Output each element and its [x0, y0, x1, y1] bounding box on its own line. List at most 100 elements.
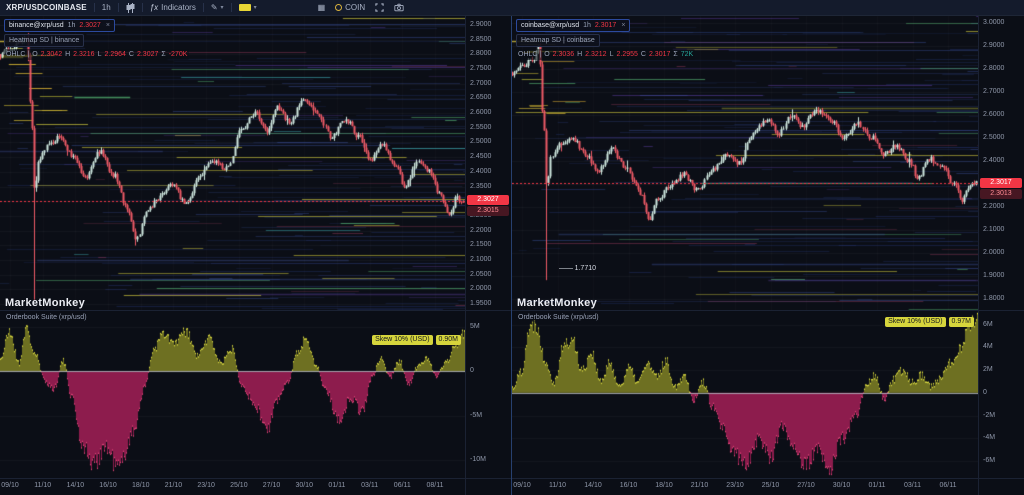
- ohlc-close-value: 2.3017: [648, 51, 671, 58]
- indicator-tick-label: -2M: [983, 411, 996, 419]
- interval-button[interactable]: 1h: [101, 2, 111, 12]
- price-chart-canvas[interactable]: [0, 16, 465, 310]
- time-tick-label: 14/10: [584, 482, 602, 489]
- ohlc-sum-key: Σ: [673, 51, 678, 58]
- ohlc-high-value: 2.3216: [73, 51, 95, 58]
- indicator-tick-label: 5M: [470, 322, 480, 330]
- time-tick-label: 11/10: [549, 482, 566, 489]
- heatmap-legend[interactable]: Heatmap SD | coinbase: [516, 34, 600, 47]
- chart-legend: coinbase@xrp/usd 1h 2.3017 × Heatmap SD …: [516, 19, 696, 60]
- series-title: binance@xrp/usd: [9, 22, 64, 29]
- indicator-title[interactable]: Orderbook Suite (xrp/usd): [516, 313, 601, 322]
- time-tick-label: 18/10: [132, 482, 150, 489]
- time-axis-corner: [465, 478, 511, 495]
- close-icon[interactable]: ×: [621, 22, 626, 29]
- layout-grid-button[interactable]: ▦: [317, 2, 326, 12]
- price-tick-label: 2.8500: [470, 35, 492, 43]
- heatmap-legend[interactable]: Heatmap SD | binance: [4, 34, 85, 47]
- orderbook-skew-canvas[interactable]: [512, 311, 978, 478]
- price-tick-label: 2.6500: [470, 94, 492, 102]
- fullscreen-button[interactable]: [375, 3, 384, 12]
- heatmap-legend-label: Heatmap SD | binance: [9, 37, 80, 44]
- price-axis[interactable]: 2.3017 2.3013 3.0000 2.9000 2.8000 2.7000 2.…: [978, 16, 1024, 310]
- coin-button[interactable]: COIN: [335, 0, 365, 16]
- ohlc-sum-key: Σ: [161, 51, 166, 58]
- price-tick-label: 2.7000: [983, 87, 1005, 95]
- indicator-tick-label: -4M: [983, 434, 996, 442]
- ohlc-low-value: 2.2964: [104, 51, 126, 58]
- time-tick-label: 01/11: [868, 482, 886, 489]
- series-tab[interactable]: binance@xrp/usd 1h 2.3027 ×: [4, 19, 115, 32]
- time-tick-label: 21/10: [164, 482, 183, 489]
- price-tick-label: 2.3500: [470, 182, 492, 190]
- time-tick-label: 30/10: [832, 482, 851, 489]
- price-annotation[interactable]: 1.7710: [558, 265, 596, 272]
- toolbar-right-group: ▦ COIN: [318, 0, 405, 16]
- time-axis[interactable]: 09/10 11/10 14/10 16/10 18/10 21/10 23/10 25/10…: [0, 478, 465, 495]
- indicator-title[interactable]: Orderbook Suite (xrp/usd): [4, 313, 89, 322]
- fullscreen-icon: [375, 3, 384, 12]
- time-tick-label: 25/10: [761, 482, 780, 489]
- chart-type-button[interactable]: [126, 2, 135, 13]
- symbol-button[interactable]: XRP/USDCOINBASE: [6, 2, 87, 12]
- candlestick-icon: [126, 2, 135, 13]
- color-swatch-icon: [238, 4, 251, 11]
- chart-workspace: binance@xrp/usd 1h 2.3027 × Heatmap SD |…: [0, 16, 1024, 495]
- draw-button[interactable]: ✎ ▾: [211, 0, 224, 16]
- price-tick-label: 2.5000: [983, 133, 1005, 141]
- chevron-down-icon: ▾: [253, 4, 257, 11]
- screenshot-button[interactable]: [394, 3, 404, 12]
- indicator-tick-label: -5M: [470, 411, 483, 419]
- series-price: 2.3017: [594, 22, 617, 29]
- price-tick-label: 2.2000: [470, 226, 492, 234]
- price-pane: binance@xrp/usd 1h 2.3027 × Heatmap SD |…: [0, 16, 511, 310]
- close-icon[interactable]: ×: [105, 22, 110, 29]
- time-tick-label: 06/11: [939, 482, 957, 489]
- price-tick-label: 2.0000: [983, 248, 1005, 256]
- skew-label: Skew 10% (USD) 0.90M: [372, 335, 461, 345]
- time-tick-label: 16/10: [99, 482, 117, 489]
- series-tab[interactable]: coinbase@xrp/usd 1h 2.3017 ×: [516, 19, 631, 32]
- price-tick-label: 2.2000: [983, 202, 1005, 210]
- price-pane: coinbase@xrp/usd 1h 2.3017 × Heatmap SD …: [512, 16, 1024, 310]
- ohlc-prefix: OHLC |: [6, 51, 30, 58]
- indicator-axis[interactable]: 6M 4M 2M 0 -2M -4M -6M: [978, 311, 1024, 478]
- time-tick-label: 11/10: [34, 482, 52, 489]
- indicator-tick-label: 4M: [983, 343, 993, 351]
- price-tick-label: 2.7500: [470, 64, 492, 72]
- price-chart-canvas[interactable]: [512, 16, 978, 310]
- ohlc-low-value: 2.2955: [616, 51, 638, 58]
- coin-label: COIN: [345, 2, 366, 12]
- price-tick-label: 2.8000: [470, 50, 492, 58]
- price-tick-label: 2.7000: [470, 79, 492, 87]
- price-tick-label: 2.5000: [470, 138, 492, 146]
- fx-icon: ƒx: [149, 2, 159, 12]
- time-tick-label: 09/10: [1, 482, 19, 489]
- ohlc-close-key: C: [640, 51, 646, 58]
- ohlc-prefix: OHLC |: [518, 51, 542, 58]
- indicators-button[interactable]: ƒx Indicators: [150, 0, 196, 16]
- price-tick-label: 1.9500: [470, 300, 492, 308]
- price-tick-label: 2.8000: [983, 64, 1005, 72]
- price-axis[interactable]: 2.3027 2.3015 2.9000 2.8500 2.8000 2.7500 2.…: [465, 16, 511, 310]
- ohlc-high-key: H: [65, 51, 71, 58]
- indicator-tick-label: -6M: [983, 456, 996, 464]
- indicator-axis[interactable]: 5M 0 -5M -10M: [465, 311, 511, 478]
- pencil-icon: ✎: [210, 2, 218, 12]
- color-swatch-button[interactable]: ▾: [238, 0, 257, 16]
- skew-value: 0.90M: [435, 335, 461, 345]
- time-tick-label: 16/10: [619, 482, 638, 489]
- annotation-line: [558, 267, 573, 269]
- last-price-tag: 2.3027: [467, 195, 509, 206]
- series-interval: 1h: [583, 22, 591, 29]
- indicator-tick-label: 6M: [983, 320, 993, 328]
- chart-panel-coinbase: coinbase@xrp/usd 1h 2.3017 × Heatmap SD …: [511, 16, 1024, 495]
- time-axis[interactable]: 09/10 11/10 14/10 16/10 18/10 21/10 23/10 25/10…: [512, 478, 978, 495]
- time-tick-label: 23/10: [197, 482, 215, 489]
- skew-value: 0.97M: [948, 317, 974, 327]
- price-tick-label: 2.1000: [983, 225, 1005, 233]
- time-tick-label: 03/11: [361, 482, 379, 489]
- indicator-pane: Orderbook Suite (xrp/usd) Skew 10% (USD)…: [0, 310, 511, 478]
- coin-icon: [335, 4, 343, 11]
- ohlc-open-value: 2.3036: [552, 51, 575, 58]
